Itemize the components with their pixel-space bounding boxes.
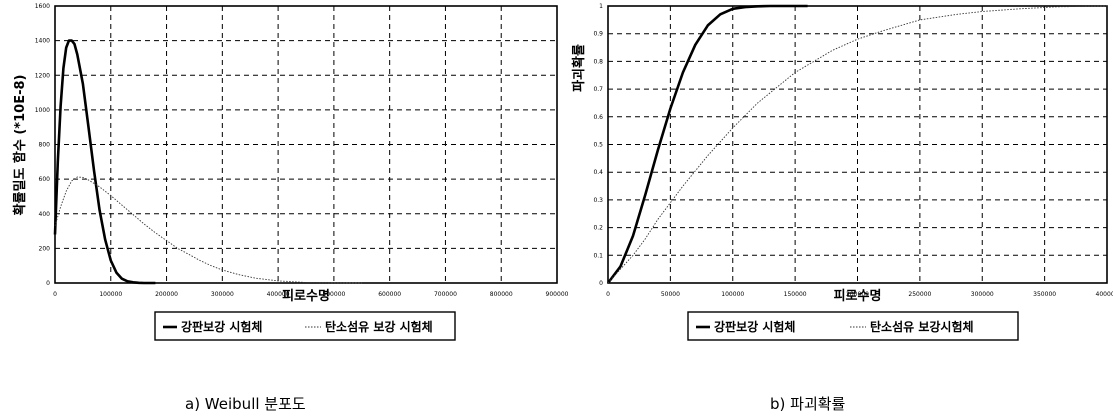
- y-tick-label: 0.4: [593, 169, 603, 176]
- x-tick-label: 150000: [784, 291, 807, 298]
- y-tick-label: 1200: [35, 72, 50, 79]
- x-tick-label: 700000: [434, 291, 457, 298]
- plot-frame: [607, 5, 1108, 284]
- y-tick-label: 0.7: [593, 86, 603, 93]
- y-tick-label: 1400: [35, 38, 50, 45]
- y-tick-label: 800: [39, 142, 51, 149]
- x-tick-label: 250000: [908, 291, 931, 298]
- plot-frame: [54, 5, 558, 284]
- chart-failure-probability: 0 50000 100000 150000 200000 250000 300000 3500…: [571, 3, 1113, 413]
- y-tick-label: 0.2: [593, 225, 603, 232]
- x-tick-label: 900000: [546, 291, 569, 298]
- y-tick-label: 1600: [35, 3, 50, 10]
- y-tick-label: 0.5: [593, 142, 603, 149]
- y-tick-label: 0.1: [593, 252, 603, 259]
- y-tick-label: 600: [39, 176, 51, 183]
- x-tick-label: 400000: [1096, 291, 1113, 298]
- legend-entry-1: 강판보강 시험체: [714, 319, 795, 334]
- legend-entry-2: 탄소섬유 보강 시험체: [325, 319, 433, 334]
- legend: 강판보강 시험체 탄소섬유 보강시험체: [687, 311, 1019, 341]
- x-tick-label: 100000: [721, 291, 744, 298]
- x-tick-label: 0: [606, 291, 610, 298]
- legend: 강판보강 시험체 탄소섬유 보강 시험체: [154, 311, 456, 341]
- x-tick-label: 100000: [99, 291, 122, 298]
- y-tick-label: 1: [599, 3, 603, 10]
- series-line-1: [53, 39, 156, 285]
- y-axis-label: 확률밀도 함수 (*10E-8): [12, 75, 28, 216]
- x-tick-label: 400000: [267, 291, 290, 298]
- series-line-2: [607, 5, 1108, 284]
- series-line-1: [606, 4, 808, 284]
- legend-entry-2: 탄소섬유 보강시험체: [870, 319, 974, 334]
- y-tick-label: 400: [39, 211, 51, 218]
- series-line-2: [54, 176, 362, 284]
- x-tick-label: 500000: [322, 291, 345, 298]
- y-tick-label: 0.9: [593, 31, 603, 38]
- y-tick-label: 0: [46, 280, 50, 287]
- x-tick-label: 200000: [155, 291, 178, 298]
- x-tick-label: 200000: [846, 291, 869, 298]
- legend-box: [154, 311, 456, 341]
- legend-entry-1: 강판보강 시험체: [181, 319, 262, 334]
- figure-caption: b) 파괴확률: [770, 395, 846, 413]
- y-tick-label: 200: [39, 245, 51, 252]
- y-axis-label: 파괴확률: [571, 44, 587, 92]
- x-tick-label: 50000: [661, 291, 680, 298]
- x-axis-label: 피로수명: [834, 288, 882, 304]
- x-axis-label: 피로수명: [282, 288, 330, 304]
- y-tick-label: 1000: [35, 107, 50, 114]
- x-tick-label: 300000: [211, 291, 234, 298]
- x-tick-label: 600000: [378, 291, 401, 298]
- y-tick-label: 0.3: [593, 197, 603, 204]
- y-tick-label: 0: [599, 280, 603, 287]
- x-tick-label: 350000: [1033, 291, 1056, 298]
- y-tick-label: 0.6: [593, 114, 603, 121]
- legend-box: [687, 311, 1019, 341]
- chart-weibull-distribution: 0 100000 200000 300000 400000 500000 600000 700…: [12, 3, 569, 413]
- y-tick-label: 0.8: [593, 58, 603, 65]
- figure-caption: a) Weibull 분포도: [185, 395, 306, 413]
- x-tick-label: 800000: [490, 291, 513, 298]
- x-tick-label: 0: [53, 291, 57, 298]
- x-tick-label: 300000: [971, 291, 994, 298]
